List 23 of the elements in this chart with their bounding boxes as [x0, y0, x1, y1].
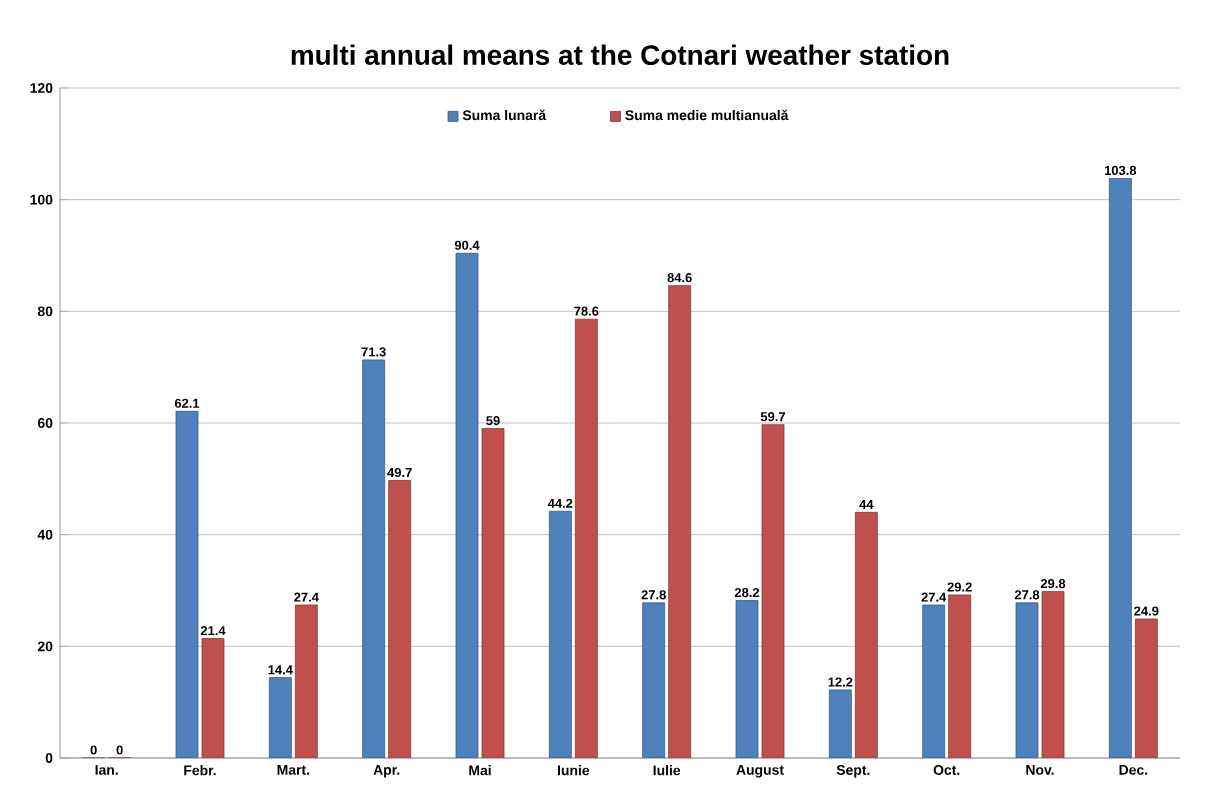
bar	[455, 252, 479, 758]
bar	[1108, 178, 1132, 758]
bar	[362, 359, 386, 758]
bar	[948, 594, 972, 758]
bar	[574, 318, 598, 758]
bar	[268, 677, 292, 758]
bar	[668, 285, 692, 758]
bar	[201, 638, 225, 758]
bar	[642, 602, 666, 758]
bar	[1015, 602, 1039, 758]
bar	[735, 600, 759, 758]
bar	[922, 604, 946, 758]
bar	[481, 428, 505, 758]
bar	[1041, 591, 1065, 758]
chart-title: multi annual means at the Cotnari weather station	[291, 44, 949, 66]
bar	[388, 480, 412, 758]
bar	[548, 510, 572, 758]
bar	[294, 604, 318, 758]
bar	[761, 424, 785, 758]
bar	[175, 410, 199, 758]
bar	[1134, 618, 1158, 758]
bar	[854, 511, 878, 758]
bar	[828, 689, 852, 758]
